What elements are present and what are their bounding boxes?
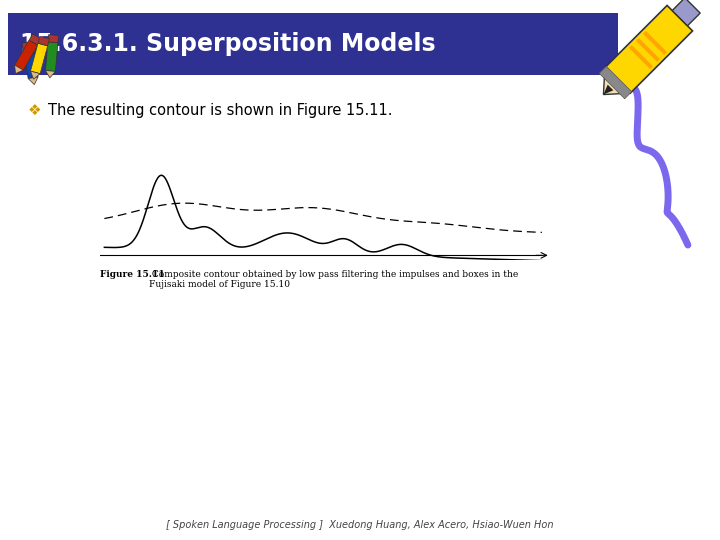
Polygon shape: [14, 40, 37, 70]
Polygon shape: [629, 45, 653, 69]
Polygon shape: [22, 42, 33, 50]
Text: [ Spoken Language Processing ]  Xuedong Huang, Alex Acero, Hsiao-Wuen Hon: [ Spoken Language Processing ] Xuedong H…: [166, 520, 554, 530]
Polygon shape: [45, 71, 55, 78]
Polygon shape: [48, 35, 58, 43]
Polygon shape: [636, 38, 660, 62]
Bar: [8, 13, 618, 75]
Polygon shape: [29, 34, 41, 45]
Text: The resulting contour is shown in Figure 15.11.: The resulting contour is shown in Figure…: [48, 103, 392, 118]
Polygon shape: [30, 71, 40, 79]
Polygon shape: [643, 31, 667, 55]
Polygon shape: [603, 68, 630, 94]
Polygon shape: [603, 85, 613, 94]
Polygon shape: [605, 5, 693, 93]
Text: 15.6.3.1. Superposition Models: 15.6.3.1. Superposition Models: [20, 32, 436, 56]
Text: Composite contour obtained by low pass filtering the impulses and boxes in the
F: Composite contour obtained by low pass f…: [149, 270, 518, 289]
Text: ❖: ❖: [28, 103, 42, 118]
Polygon shape: [38, 36, 50, 46]
Polygon shape: [599, 66, 631, 99]
Text: Figure 15.11: Figure 15.11: [100, 270, 165, 279]
Polygon shape: [28, 77, 38, 85]
Polygon shape: [30, 43, 48, 73]
Polygon shape: [672, 0, 700, 26]
Polygon shape: [45, 42, 58, 71]
Polygon shape: [23, 49, 38, 79]
Polygon shape: [14, 65, 23, 73]
